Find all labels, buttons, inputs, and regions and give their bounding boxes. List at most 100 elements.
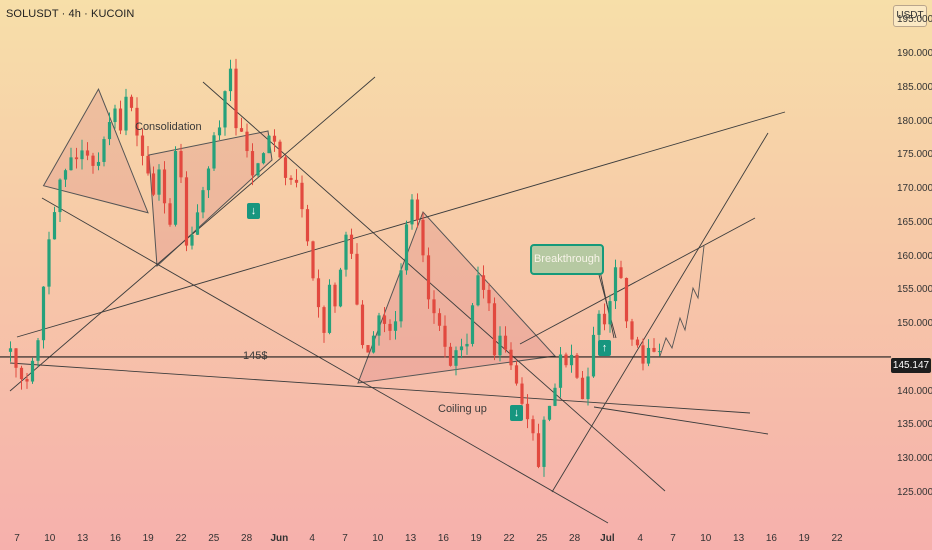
last-price-tag: 145.147: [891, 358, 931, 373]
candle-body: [140, 135, 145, 156]
y-tick-label: 180.000: [897, 115, 932, 127]
y-tick-label: 140.000: [897, 385, 932, 397]
candle-body: [289, 177, 293, 180]
candle-body: [41, 286, 46, 341]
candle-body: [437, 313, 442, 326]
candle-body: [432, 299, 436, 314]
x-tick-label: 19: [798, 533, 810, 544]
candle-body: [613, 267, 618, 302]
trendline: [9, 362, 751, 414]
candle-body: [415, 199, 420, 220]
breakthrough-callout: Breakthrough: [530, 244, 604, 275]
candle-body: [487, 289, 491, 304]
y-tick-label: 150.000: [897, 318, 932, 330]
candle-body: [333, 284, 337, 307]
candle-body: [399, 270, 403, 322]
candle-body: [531, 419, 535, 434]
breakthrough-pointer: [599, 270, 615, 339]
candle-body: [217, 127, 222, 136]
candle-body: [509, 349, 513, 366]
candle-body: [591, 334, 596, 377]
candle-body: [619, 267, 623, 278]
candle-body: [646, 347, 651, 364]
candle-body: [602, 313, 607, 325]
x-tick-label: 25: [208, 533, 220, 544]
chart-title: SOLUSDT · 4h · KUCOIN: [6, 8, 135, 20]
x-tick-label: 22: [175, 533, 187, 544]
candle-body: [404, 224, 409, 271]
candle-body: [558, 354, 563, 388]
candle-body: [245, 131, 249, 152]
currency-unit-button[interactable]: USDT: [893, 5, 927, 27]
candle-body: [360, 304, 365, 346]
candle-body: [283, 157, 288, 178]
candle-body: [47, 239, 51, 287]
candle-body: [470, 305, 475, 344]
candle-body: [278, 141, 282, 158]
x-tick-label: 22: [831, 533, 843, 544]
y-tick-label: 165.000: [897, 216, 932, 228]
candle-body: [8, 348, 13, 352]
down-arrow-icon: ↓: [510, 405, 523, 421]
x-tick-label: 16: [109, 533, 121, 544]
candle-body: [25, 379, 29, 382]
y-tick-label: 190.000: [897, 48, 932, 60]
candle-body: [316, 278, 321, 308]
candle-body: [107, 122, 112, 140]
candle-body: [195, 212, 200, 235]
y-tick-label: 195.000: [897, 14, 932, 26]
y-tick-label: 160.000: [897, 250, 932, 262]
candle-body: [426, 255, 431, 300]
candle-body: [184, 177, 189, 246]
candle-body: [239, 128, 244, 132]
trendline: [551, 132, 769, 493]
trendline: [16, 111, 786, 338]
candle-body: [173, 151, 178, 225]
x-tick-label: 10: [44, 533, 56, 544]
support-label: 145$: [243, 350, 268, 362]
candle-body: [443, 325, 447, 347]
y-tick-label: 185.000: [897, 81, 932, 93]
consolidation-label: Consolidation: [135, 121, 202, 133]
x-tick-label: 7: [342, 533, 348, 544]
x-tick-label: 13: [405, 533, 417, 544]
candle-body: [481, 275, 486, 290]
candle-body: [465, 343, 469, 347]
candle-body: [80, 150, 84, 160]
candle-body: [498, 335, 502, 356]
up-arrow-icon: ↑: [598, 340, 611, 356]
x-tick-label: 19: [142, 533, 154, 544]
y-tick-label: 175.000: [897, 149, 932, 161]
candle-body: [102, 139, 106, 162]
candle-body: [421, 219, 425, 256]
x-tick-label: 10: [700, 533, 712, 544]
candle-body: [608, 301, 612, 325]
candle-body: [454, 350, 458, 366]
candle-body: [635, 339, 640, 346]
candle-body: [377, 315, 381, 336]
candle-body: [272, 135, 277, 142]
candle-body: [234, 68, 238, 129]
candle-body: [30, 360, 35, 382]
candle-body: [261, 153, 266, 164]
x-tick-label: 16: [437, 533, 449, 544]
x-tick-label: 28: [241, 533, 253, 544]
candle-body: [74, 157, 79, 160]
x-tick-label: 4: [637, 533, 643, 544]
candle-body: [151, 173, 156, 195]
candle-body: [146, 155, 150, 174]
candle-body: [366, 345, 370, 353]
x-tick-label: 22: [503, 533, 515, 544]
candle-body: [322, 307, 326, 333]
candle-body: [355, 253, 359, 305]
candle-body: [652, 347, 656, 352]
candle-body: [657, 351, 662, 353]
candle-body: [58, 179, 62, 213]
y-tick-label: 130.000: [897, 453, 932, 465]
candle-body: [344, 234, 348, 270]
candle-body: [113, 108, 117, 123]
y-tick-label: 170.000: [897, 183, 932, 195]
candle-body: [96, 161, 101, 166]
